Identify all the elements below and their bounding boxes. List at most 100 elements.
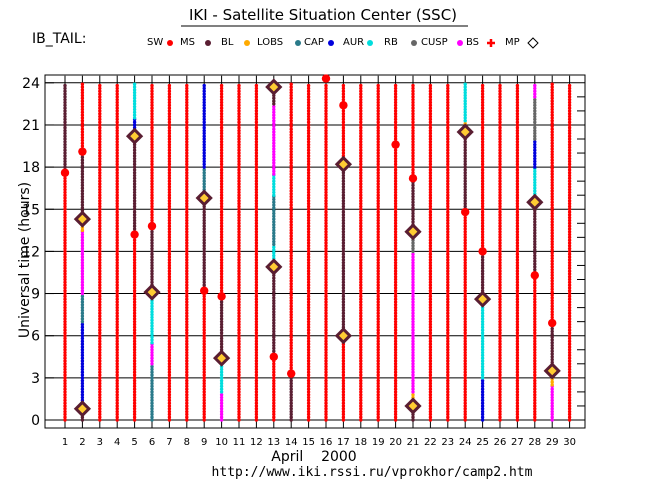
orbit-point xyxy=(324,381,328,386)
orbit-point xyxy=(498,325,502,329)
orbit-point xyxy=(219,249,224,254)
orbit-point xyxy=(550,183,554,188)
orbit-point xyxy=(428,331,433,335)
orbit-point xyxy=(428,230,433,234)
orbit-point xyxy=(446,210,450,214)
orbit-point xyxy=(567,142,572,147)
orbit-point xyxy=(567,185,572,189)
orbit-point xyxy=(272,141,276,145)
orbit-point xyxy=(115,350,119,355)
orbit-point xyxy=(167,126,172,130)
orbit-point xyxy=(533,364,537,369)
orbit-point xyxy=(150,332,154,336)
orbit-point xyxy=(341,303,346,307)
orbit-point xyxy=(428,359,433,363)
orbit-point xyxy=(167,227,172,231)
orbit-point xyxy=(202,114,206,119)
orbit-point xyxy=(359,291,363,296)
orbit-point xyxy=(480,224,485,228)
orbit-point xyxy=(272,245,276,249)
orbit-point xyxy=(533,239,537,244)
orbit-point xyxy=(567,204,572,209)
orbit-point xyxy=(550,284,554,289)
orbit-point xyxy=(533,265,537,269)
orbit-point xyxy=(150,97,154,102)
orbit-point xyxy=(272,310,276,314)
orbit-point xyxy=(411,123,415,127)
orbit-point xyxy=(567,331,572,335)
orbit-point xyxy=(272,127,276,131)
orbit-point xyxy=(202,348,206,352)
orbit-point xyxy=(115,249,119,254)
orbit-point xyxy=(167,277,172,282)
orbit-point xyxy=(219,95,224,99)
y-tick-label: 3 xyxy=(31,371,40,387)
orbit-point xyxy=(237,280,241,285)
orbit-point xyxy=(515,165,520,169)
orbit-point xyxy=(98,258,102,262)
orbit-point xyxy=(98,182,102,186)
orbit-point xyxy=(237,297,241,301)
orbit-point xyxy=(115,95,119,99)
orbit-point xyxy=(550,398,554,403)
orbit-point xyxy=(498,193,502,197)
orbit-point xyxy=(254,359,259,363)
orbit-point xyxy=(272,237,276,241)
orbit-point xyxy=(272,144,276,148)
orbit-point xyxy=(306,246,311,251)
orbit-point xyxy=(428,241,433,245)
orbit-point xyxy=(480,390,485,394)
orbit-point xyxy=(393,364,398,369)
orbit-point xyxy=(498,311,502,315)
orbit-point xyxy=(446,128,450,133)
orbit-point xyxy=(567,227,572,231)
orbit-point xyxy=(202,336,206,341)
orbit-point xyxy=(446,328,450,332)
orbit-point xyxy=(533,334,537,338)
orbit-point xyxy=(167,204,172,209)
orbit-point xyxy=(167,159,172,164)
orbit-point xyxy=(498,137,502,141)
orbit-point xyxy=(550,335,554,339)
orbit-point xyxy=(132,85,137,89)
orbit-point xyxy=(498,142,502,147)
orbit-point xyxy=(446,373,450,377)
orbit-point xyxy=(359,142,363,147)
orbit-point xyxy=(393,339,398,344)
orbit-point xyxy=(480,376,485,380)
orbit-point xyxy=(80,263,85,268)
orbit-point xyxy=(411,220,415,224)
orbit-point xyxy=(428,345,433,349)
x-tick-label: 30 xyxy=(563,437,576,448)
orbit-point xyxy=(150,310,154,314)
orbit-point xyxy=(550,395,554,400)
orbit-point xyxy=(167,232,172,237)
x-tick-label: 23 xyxy=(441,437,454,448)
orbit-point xyxy=(463,85,467,89)
orbit-point xyxy=(115,128,119,133)
orbit-point xyxy=(132,356,137,360)
orbit-point xyxy=(237,266,241,270)
orbit-point xyxy=(185,381,189,386)
orbit-point xyxy=(237,277,241,282)
orbit-point xyxy=(63,350,67,355)
orbit-point xyxy=(515,140,520,144)
orbit-point xyxy=(132,339,137,344)
orbit-point xyxy=(498,412,502,417)
orbit-point xyxy=(498,235,502,240)
orbit-point xyxy=(376,137,380,141)
x-tick-label: 28 xyxy=(528,437,541,448)
orbit-point xyxy=(324,390,328,394)
orbit-point xyxy=(202,173,206,178)
orbit-point xyxy=(515,187,520,192)
orbit-point xyxy=(550,293,554,297)
orbit-point xyxy=(185,286,189,290)
orbit-point xyxy=(393,165,398,169)
orbit-point xyxy=(515,176,520,181)
orbit-point xyxy=(306,196,311,200)
orbit-point xyxy=(480,210,485,214)
orbit-point xyxy=(428,317,433,321)
orbit-point xyxy=(132,303,137,307)
orbit-point xyxy=(80,364,85,369)
orbit-point xyxy=(324,297,328,301)
